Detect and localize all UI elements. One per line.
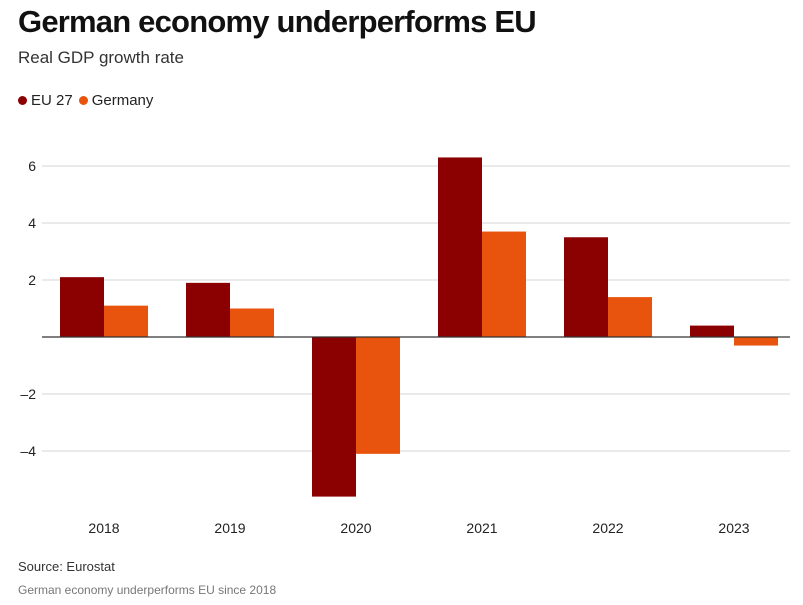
bar-eu27-2020 xyxy=(312,337,356,497)
bar-eu27-2019 xyxy=(186,282,230,337)
legend-label-germany: Germany xyxy=(91,92,154,109)
x-tick-label: 2019 xyxy=(214,520,245,536)
bar-eu27-2022 xyxy=(564,237,608,337)
bar-eu27-2018 xyxy=(60,277,104,337)
y-tick-label: 4 xyxy=(28,215,36,231)
legend-label-eu27: EU 27 xyxy=(31,92,73,109)
y-tick-label: –2 xyxy=(20,386,36,402)
bar-germany-2023 xyxy=(734,337,778,346)
x-tick-label: 2021 xyxy=(466,520,497,536)
source-note: Source: Eurostat xyxy=(18,559,115,574)
y-tick-label: –4 xyxy=(20,443,36,459)
bar-eu27-2023 xyxy=(690,325,734,337)
legend: EU 27 Germany xyxy=(18,92,153,109)
legend-item-germany: Germany xyxy=(78,92,154,109)
bar-chart: 6 4 2 –2 –4 2018 2019 2020 2021 2022 2023 xyxy=(20,157,790,536)
legend-swatch-germany xyxy=(78,96,88,105)
x-tick-label: 2023 xyxy=(718,520,749,536)
legend-swatch-eu27 xyxy=(18,96,27,105)
y-tick-label: 2 xyxy=(28,272,36,288)
x-tick-label: 2022 xyxy=(592,520,623,536)
bar-germany-2018 xyxy=(104,305,148,337)
chart-title: German economy underperforms EU xyxy=(18,4,537,39)
y-tick-label: 6 xyxy=(28,158,36,174)
caption: German economy underperforms EU since 20… xyxy=(18,583,277,597)
bar-germany-2019 xyxy=(230,308,274,337)
bar-germany-2020 xyxy=(356,337,400,454)
bar-germany-2022 xyxy=(608,297,652,337)
x-tick-label: 2018 xyxy=(88,520,119,536)
legend-item-eu27: EU 27 xyxy=(18,92,73,109)
chart-subtitle: Real GDP growth rate xyxy=(18,48,184,67)
bar-eu27-2021 xyxy=(438,157,482,337)
x-tick-label: 2020 xyxy=(340,520,371,536)
bar-germany-2021 xyxy=(482,231,526,337)
